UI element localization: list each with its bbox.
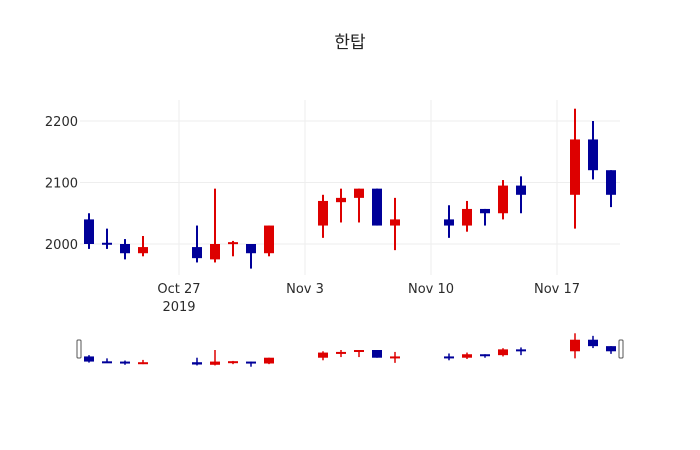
y-axis: 2000 2100 2200 xyxy=(45,115,78,253)
candle-body xyxy=(480,208,490,214)
x-tick-year-label: 2019 xyxy=(162,300,195,315)
candle-body xyxy=(318,200,328,226)
candle[interactable] xyxy=(372,188,382,226)
mini-candle-body xyxy=(444,356,454,359)
candle-body xyxy=(354,188,364,198)
candle-body xyxy=(390,219,400,226)
candle-body xyxy=(192,247,202,259)
candle-body xyxy=(336,197,346,203)
x-tick-label: Nov 17 xyxy=(534,282,580,297)
candle-body xyxy=(570,139,580,195)
candle-body xyxy=(246,244,256,254)
candle[interactable] xyxy=(228,240,238,257)
candle[interactable] xyxy=(354,188,364,223)
candle-body xyxy=(84,219,94,244)
chart-title: 한탑 xyxy=(334,33,366,53)
x-axis: Oct 27 2019 Nov 3 Nov 10 Nov 17 xyxy=(157,282,580,315)
candle[interactable] xyxy=(606,170,616,208)
mini-candle-body xyxy=(138,362,148,365)
y-tick-label: 2200 xyxy=(45,115,78,130)
candle-body xyxy=(228,242,238,245)
candle-body xyxy=(264,225,274,254)
range-slider-left-handle[interactable] xyxy=(76,339,82,359)
candle[interactable] xyxy=(102,228,112,249)
candle[interactable] xyxy=(246,244,256,269)
x-tick-label: Nov 3 xyxy=(286,282,324,297)
candle[interactable] xyxy=(318,194,328,238)
range-slider-right-handle[interactable] xyxy=(618,339,624,359)
candle-body xyxy=(462,208,472,226)
y-tick-label: 2000 xyxy=(45,238,78,253)
candle[interactable] xyxy=(588,121,598,180)
candle[interactable] xyxy=(84,213,94,249)
mini-candle-body xyxy=(264,357,274,364)
mini-candle-body xyxy=(246,361,256,364)
x-tick-label: Oct 27 xyxy=(157,282,200,297)
y-tick-label: 2100 xyxy=(45,177,78,192)
mini-candle-body xyxy=(372,350,382,358)
candle[interactable] xyxy=(570,108,580,229)
plot-area[interactable] xyxy=(84,108,616,269)
candle[interactable] xyxy=(264,225,274,257)
candle[interactable] xyxy=(516,176,526,214)
candle[interactable] xyxy=(138,236,148,257)
mini-candle-body xyxy=(606,346,616,352)
candle[interactable] xyxy=(120,239,130,260)
candle[interactable] xyxy=(210,188,220,263)
mini-candle-body xyxy=(120,361,130,364)
candle-body xyxy=(498,185,508,214)
candle-body xyxy=(120,244,130,254)
mini-candle-body xyxy=(228,361,238,364)
mini-candle-body xyxy=(570,339,580,352)
mini-candle-body xyxy=(462,354,472,358)
mini-candle-body xyxy=(354,350,364,352)
x-tick-label: Nov 10 xyxy=(408,282,454,297)
candle[interactable] xyxy=(444,205,454,238)
candle[interactable] xyxy=(462,200,472,232)
mini-candle-body xyxy=(498,349,508,356)
candle[interactable] xyxy=(336,188,346,223)
mini-candle-body xyxy=(390,356,400,359)
candle-body xyxy=(606,170,616,195)
candle[interactable] xyxy=(480,208,490,226)
mini-candle-body xyxy=(588,339,598,347)
mini-candle-body xyxy=(210,361,220,365)
candle-body xyxy=(588,139,598,171)
candle-body xyxy=(138,247,148,254)
candle-body xyxy=(210,244,220,260)
gridlines xyxy=(80,100,620,275)
mini-candle-body xyxy=(480,354,490,357)
candle-body xyxy=(102,242,112,245)
range-slider[interactable] xyxy=(76,333,624,367)
mini-candle-body xyxy=(192,362,202,365)
candle-body xyxy=(372,188,382,226)
mini-candle-body xyxy=(336,351,346,354)
candle[interactable] xyxy=(498,180,508,220)
candle[interactable] xyxy=(390,197,400,251)
mini-candle-body xyxy=(318,352,328,358)
mini-candle-body xyxy=(102,361,112,364)
candle-body xyxy=(444,219,454,226)
mini-candle-body xyxy=(516,349,526,352)
candle[interactable] xyxy=(192,225,202,263)
candle-body xyxy=(516,185,526,195)
mini-candle-body xyxy=(84,356,94,362)
